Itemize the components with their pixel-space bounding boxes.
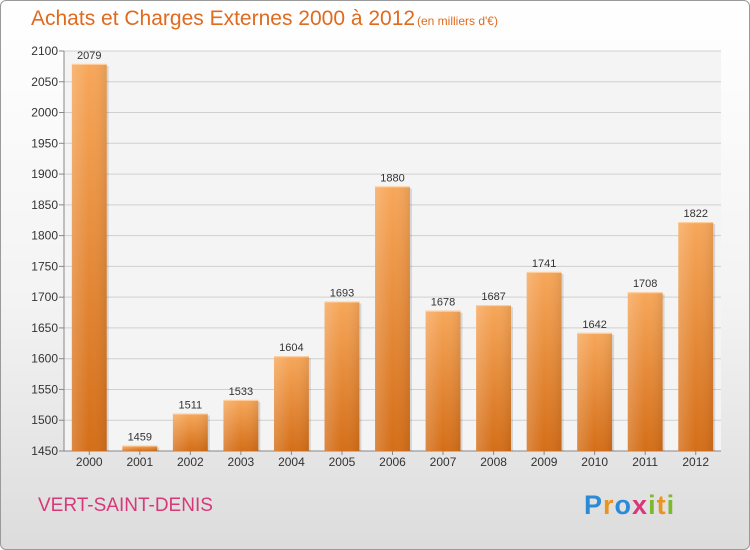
data-label: 1642 [582, 319, 606, 331]
data-label: 1459 [128, 431, 152, 443]
data-label: 1511 [179, 399, 203, 411]
city-name: VERT-SAINT-DENIS [38, 495, 213, 516]
x-tick-label: 2009 [531, 455, 558, 469]
data-label: 1708 [633, 278, 657, 290]
bar-sheen [273, 356, 309, 451]
y-tick-label: 1550 [31, 382, 58, 396]
x-tick-label: 2004 [278, 455, 305, 469]
y-tick-label: 1700 [31, 290, 58, 304]
brand-letter: r [603, 490, 615, 520]
y-tick-label: 1450 [31, 444, 58, 458]
y-tick-label: 1600 [31, 352, 58, 366]
bar-sheen [526, 271, 562, 451]
x-tick-label: 2000 [76, 455, 103, 469]
y-tick-label: 1800 [31, 229, 58, 243]
x-tick-label: 2011 [632, 455, 658, 469]
chart-subtitle: (en milliers d'€) [417, 14, 498, 28]
data-label: 1687 [481, 291, 505, 303]
x-tick-label: 2003 [228, 455, 255, 469]
brand-letter: t [656, 490, 667, 520]
y-tick-label: 1850 [31, 198, 58, 212]
bar-sheen [324, 301, 360, 451]
bar-sheen [122, 445, 158, 451]
y-tick-label: 1500 [31, 413, 58, 427]
bar-sheen [71, 63, 107, 452]
y-tick-label: 2050 [31, 75, 58, 89]
brand-letter: P [584, 490, 604, 520]
data-label: 1678 [431, 297, 455, 309]
brand-letter: o [614, 490, 633, 520]
data-label: 1604 [279, 342, 303, 354]
bar-sheen [678, 222, 714, 451]
x-tick-label: 2002 [177, 455, 204, 469]
y-tick-label: 1900 [31, 167, 58, 181]
y-tick-label: 1750 [31, 259, 58, 273]
brand-letter: i [666, 490, 676, 520]
data-label: 2079 [77, 50, 101, 62]
y-tick-label: 2000 [31, 106, 58, 120]
y-tick-label: 2100 [31, 44, 58, 58]
x-tick-label: 2001 [126, 455, 153, 469]
data-label: 1533 [229, 386, 253, 398]
bar-sheen [172, 413, 208, 451]
bar-sheen [223, 399, 259, 451]
brand-letter: x [632, 490, 649, 520]
y-tick-label: 1650 [31, 321, 58, 335]
data-label: 1880 [380, 172, 404, 184]
x-tick-label: 2007 [430, 455, 457, 469]
bar-sheen [627, 292, 663, 451]
brand-letter: i [648, 490, 657, 520]
data-label: 1693 [330, 287, 354, 299]
data-label: 1822 [683, 208, 707, 220]
bar-sheen [425, 310, 461, 451]
bar-sheen [375, 186, 410, 451]
chart-title: Achats et Charges Externes 2000 à 2012 [31, 7, 416, 30]
y-tick-label: 1950 [31, 136, 58, 150]
x-tick-label: 2010 [581, 455, 608, 469]
brand-logo: Proxiti [584, 490, 675, 521]
x-tick-label: 2008 [480, 455, 507, 469]
x-tick-label: 2012 [682, 455, 709, 469]
data-label: 1741 [532, 258, 556, 270]
x-tick-label: 2005 [329, 455, 356, 469]
bar-sheen [476, 305, 512, 451]
x-tick-label: 2006 [379, 455, 406, 469]
bar-sheen [577, 332, 613, 451]
